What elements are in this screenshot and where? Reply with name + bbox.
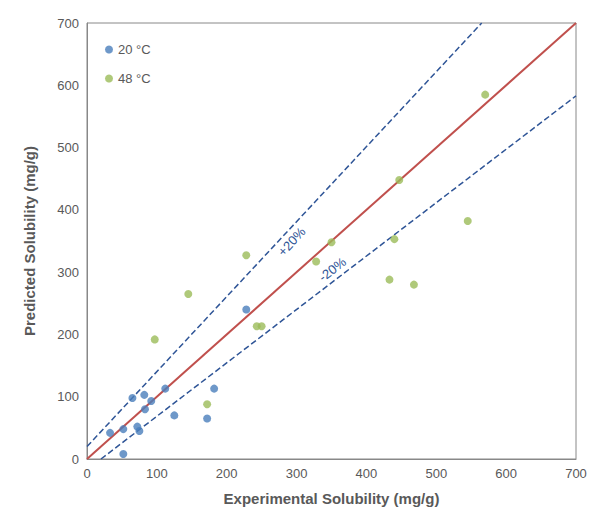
- svg-text:-20%: -20%: [316, 254, 350, 285]
- svg-text:600: 600: [57, 78, 79, 93]
- svg-text:300: 300: [286, 466, 308, 481]
- svg-text:200: 200: [216, 466, 238, 481]
- svg-text:300: 300: [57, 265, 79, 280]
- svg-text:100: 100: [146, 466, 168, 481]
- svg-text:48 °C: 48 °C: [118, 71, 151, 86]
- svg-text:0: 0: [72, 452, 79, 467]
- svg-text:500: 500: [425, 466, 447, 481]
- svg-text:Experimental Solubility (mg/g): Experimental Solubility (mg/g): [224, 490, 440, 507]
- svg-text:0: 0: [83, 466, 90, 481]
- svg-text:20 °C: 20 °C: [118, 42, 151, 57]
- svg-text:200: 200: [57, 327, 79, 342]
- svg-text:+20%: +20%: [275, 224, 309, 259]
- svg-text:400: 400: [57, 202, 79, 217]
- svg-text:600: 600: [495, 466, 517, 481]
- svg-text:400: 400: [356, 466, 378, 481]
- svg-text:100: 100: [57, 389, 79, 404]
- svg-text:500: 500: [57, 140, 79, 155]
- svg-text:700: 700: [57, 16, 79, 31]
- svg-text:Predicted Solubility (mg/g): Predicted Solubility (mg/g): [21, 146, 38, 336]
- svg-text:700: 700: [565, 466, 587, 481]
